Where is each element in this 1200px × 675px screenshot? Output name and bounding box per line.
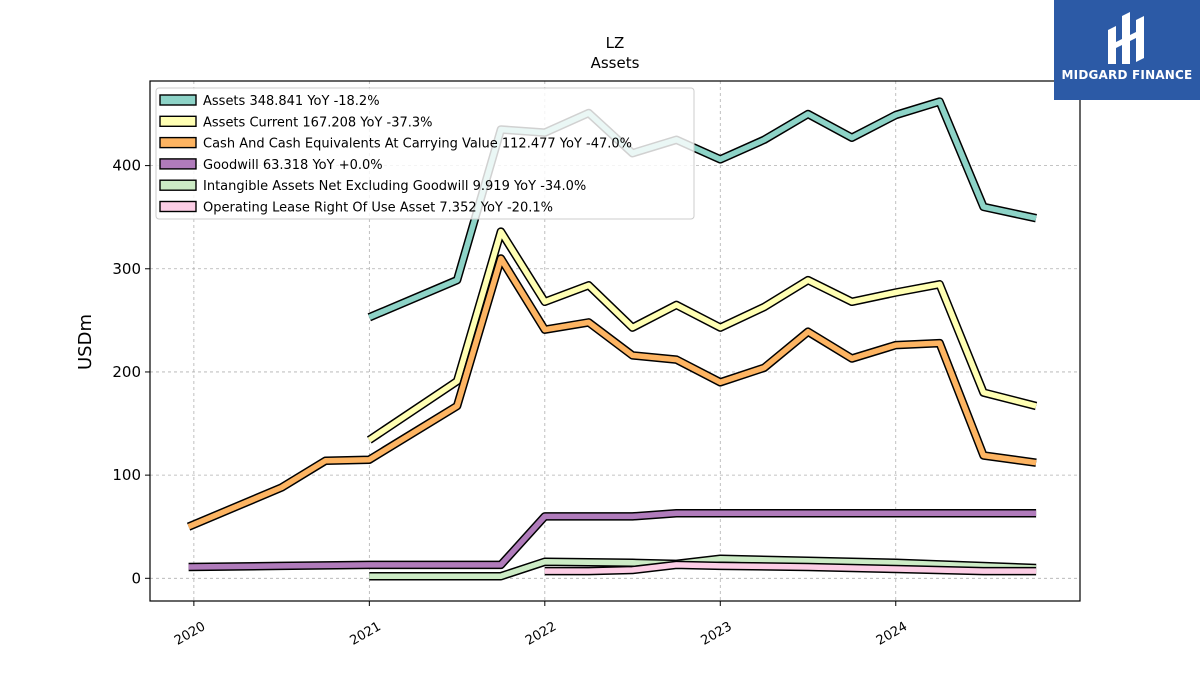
y-tick-label: 300	[112, 260, 141, 278]
brand-name: MIDGARD FINANCE	[1061, 68, 1193, 82]
legend-swatch	[159, 158, 197, 170]
x-tick-label: 2023	[698, 619, 734, 649]
legend-swatch	[159, 179, 197, 191]
legend-entry: Operating Lease Right Of Use Asset 7.352…	[203, 201, 553, 216]
legend-swatch	[159, 136, 197, 149]
series-line-fill	[367, 228, 1037, 443]
series-line	[544, 560, 1037, 576]
legend-entry: Goodwill 63.318 YoY +0.0%	[203, 158, 383, 173]
x-tick-label: 2022	[523, 619, 559, 649]
legend-entry: Cash And Cash Equivalents At Carrying Va…	[203, 137, 632, 152]
series-line	[188, 509, 1037, 572]
series-line-fill	[188, 510, 1037, 570]
legend-swatch	[159, 94, 197, 106]
series-line-outline	[186, 254, 1037, 531]
x-axis-ticks: 2020 2021 2022 2023 2024	[172, 601, 910, 649]
series-line	[366, 227, 1038, 444]
midgard-logo-icon	[1108, 12, 1144, 64]
y-tick-label: 200	[112, 363, 141, 381]
y-tick-label: 0	[131, 569, 141, 587]
legend-box	[155, 87, 695, 220]
y-axis-ticks: 0 100 200 300 400	[112, 157, 150, 587]
legend: Assets 348.841 YoY -18.2% Assets Current …	[155, 87, 695, 220]
series-line	[186, 254, 1037, 531]
plot-frame	[149, 80, 1081, 602]
legend-entry: Assets 348.841 YoY -18.2%	[203, 94, 380, 109]
legend-entry: Assets Current 167.208 YoY -37.3%	[203, 115, 433, 130]
legend-swatch	[159, 115, 197, 128]
legend-swatch	[159, 200, 197, 213]
x-tick-label: 2024	[874, 619, 910, 649]
x-tick-label: 2020	[172, 619, 208, 649]
legend-entry: Intangible Assets Net Excluding Goodwill…	[203, 179, 586, 194]
chart-title: LZ	[606, 34, 625, 52]
y-tick-label: 100	[112, 466, 141, 484]
series-line-fill	[187, 255, 1037, 530]
series-lines	[186, 97, 1038, 581]
x-tick-label: 2021	[348, 619, 384, 649]
series-line-fill	[544, 562, 1037, 574]
brand-logo: MIDGARD FINANCE	[1054, 0, 1200, 100]
chart-subtitle: Assets	[591, 54, 640, 72]
y-tick-label: 400	[112, 157, 141, 175]
y-axis-label: USDm	[75, 314, 96, 370]
